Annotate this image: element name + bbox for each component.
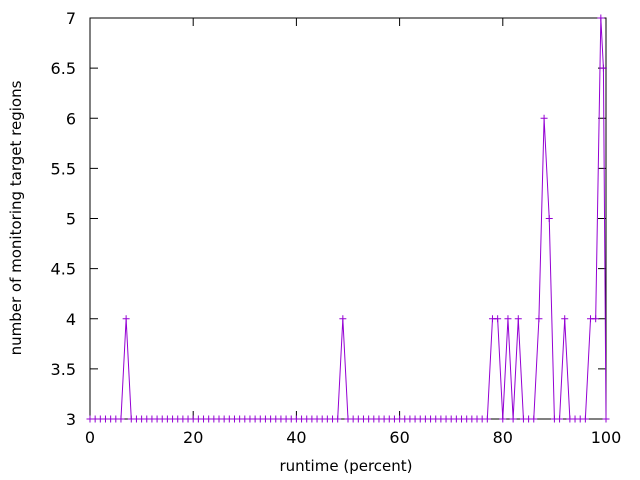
y-axis-title: number of monitoring target regions bbox=[7, 80, 25, 355]
x-tick-label: 80 bbox=[493, 428, 513, 447]
data-point bbox=[530, 415, 538, 423]
data-point bbox=[339, 315, 347, 323]
data-point bbox=[494, 315, 502, 323]
data-point bbox=[545, 215, 553, 222]
x-axis-title: runtime (percent) bbox=[280, 457, 413, 475]
data-point bbox=[599, 64, 607, 72]
data-point bbox=[597, 14, 605, 22]
data-point bbox=[556, 415, 564, 423]
data-point bbox=[334, 415, 342, 423]
data-point bbox=[504, 315, 512, 323]
data-point bbox=[117, 415, 125, 423]
data-point bbox=[540, 114, 548, 122]
data-point bbox=[514, 315, 522, 323]
y-tick-label: 7 bbox=[66, 9, 76, 28]
axis-tick-labels: 0 20 40 60 80 100 3 3.5 4 4.5 5 5.5 6 6.5 7 bbox=[51, 9, 622, 447]
series-line bbox=[90, 17, 607, 420]
x-tick-label: 60 bbox=[389, 428, 409, 447]
data-point bbox=[122, 315, 130, 323]
y-tick-label: 4.5 bbox=[51, 260, 76, 279]
data-point bbox=[483, 415, 491, 423]
series-markers bbox=[86, 14, 610, 423]
data-point bbox=[509, 415, 517, 423]
y-tick-label: 6.5 bbox=[51, 59, 76, 78]
data-point bbox=[561, 315, 569, 323]
y-tick-label: 5.5 bbox=[51, 159, 76, 178]
x-tick-label: 40 bbox=[286, 428, 306, 447]
x-tick-label: 0 bbox=[85, 428, 95, 447]
y-tick-label: 3.5 bbox=[51, 360, 76, 379]
data-point bbox=[592, 315, 600, 323]
x-tick-label: 20 bbox=[183, 428, 203, 447]
data-point bbox=[499, 415, 507, 423]
y-tick-label: 4 bbox=[66, 310, 76, 329]
data-point bbox=[581, 415, 589, 423]
data-point bbox=[535, 315, 543, 323]
y-tick-label: 6 bbox=[66, 109, 76, 128]
x-tick-label: 100 bbox=[591, 428, 622, 447]
data-point bbox=[602, 415, 610, 423]
y-tick-label: 3 bbox=[66, 410, 76, 429]
plot-frame bbox=[89, 17, 607, 420]
axis-ticks bbox=[89, 17, 607, 420]
y-tick-label: 5 bbox=[66, 210, 76, 229]
